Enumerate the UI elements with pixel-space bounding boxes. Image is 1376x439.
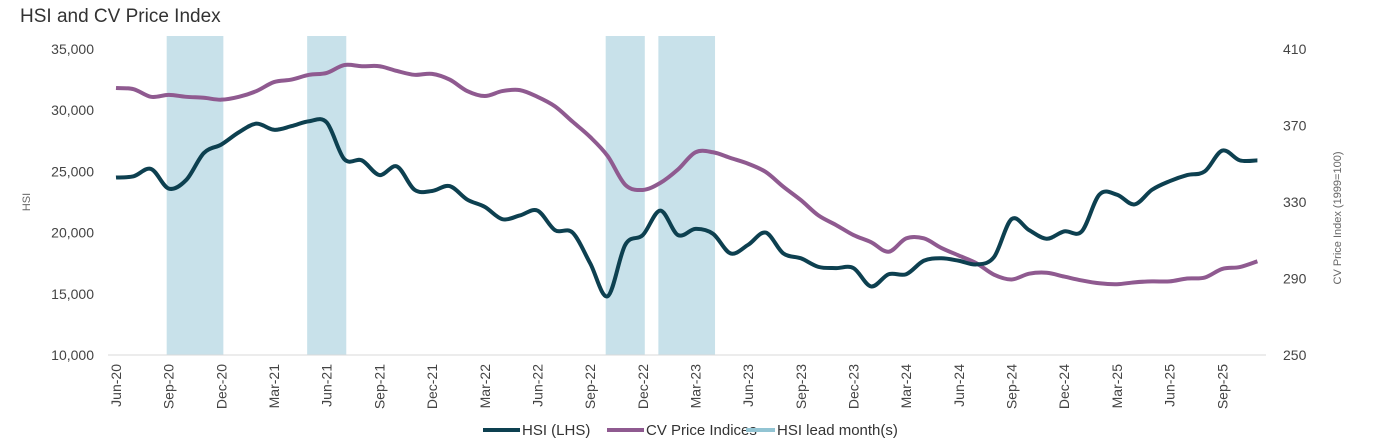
y-tick-label: 15,000 bbox=[51, 286, 94, 302]
legend-hsi-label: HSI (LHS) bbox=[522, 422, 590, 439]
x-tick-label: Sep-25 bbox=[1214, 364, 1230, 409]
x-tick-label: Sep-22 bbox=[582, 364, 598, 409]
y-tick-label: 35,000 bbox=[51, 41, 94, 57]
y2-tick-label: 330 bbox=[1283, 194, 1307, 210]
y2-axis-label: CV Price Index (1999=100) bbox=[1332, 152, 1344, 285]
hsi-line bbox=[115, 117, 1258, 299]
x-tick-label: Sep-20 bbox=[161, 364, 177, 409]
y-axis-label: HSI bbox=[21, 193, 33, 211]
cv-price-line bbox=[115, 62, 1259, 287]
y2-tick-label: 290 bbox=[1283, 271, 1307, 287]
lead-month-band bbox=[605, 36, 645, 355]
x-tick-label: Mar-25 bbox=[1109, 364, 1125, 409]
x-tick-label: Dec-23 bbox=[846, 364, 862, 409]
x-tick-label: Mar-22 bbox=[477, 364, 493, 409]
x-tick-label: Jun-24 bbox=[951, 364, 967, 407]
x-tick-label: Jun-23 bbox=[740, 364, 756, 407]
x-tick-label: Jun-25 bbox=[1162, 364, 1178, 407]
x-tick-label: Jun-20 bbox=[108, 364, 124, 407]
lead-month-band bbox=[307, 36, 347, 355]
legend-lead-month-label: HSI lead month(s) bbox=[777, 422, 898, 439]
x-tick-label: Sep-23 bbox=[793, 364, 809, 409]
x-tick-label: Dec-21 bbox=[424, 364, 440, 409]
y-tick-label: 25,000 bbox=[51, 163, 94, 179]
y2-tick-label: 370 bbox=[1283, 118, 1307, 134]
x-tick-label: Mar-21 bbox=[266, 364, 282, 409]
x-tick-label: Jun-21 bbox=[319, 364, 335, 407]
y2-tick-label: 410 bbox=[1283, 41, 1307, 57]
lead-month-band bbox=[166, 36, 224, 355]
y-tick-label: 10,000 bbox=[51, 347, 94, 363]
y-tick-label: 30,000 bbox=[51, 102, 94, 118]
x-tick-label: Mar-24 bbox=[898, 364, 914, 409]
x-tick-label: Dec-24 bbox=[1056, 364, 1072, 409]
x-tick-label: Sep-21 bbox=[371, 364, 387, 409]
x-tick-label: Sep-24 bbox=[1004, 364, 1020, 409]
y-tick-label: 20,000 bbox=[51, 225, 94, 241]
x-tick-label: Dec-22 bbox=[635, 364, 651, 409]
x-tick-label: Jun-22 bbox=[529, 364, 545, 407]
chart-title: HSI and CV Price Index bbox=[20, 6, 221, 27]
lead-month-band bbox=[658, 36, 716, 355]
x-tick-label: Dec-20 bbox=[213, 364, 229, 409]
legend-cv-label: CV Price Indices bbox=[646, 422, 757, 439]
x-tick-label: Mar-23 bbox=[687, 364, 703, 409]
y2-tick-label: 250 bbox=[1283, 347, 1307, 363]
